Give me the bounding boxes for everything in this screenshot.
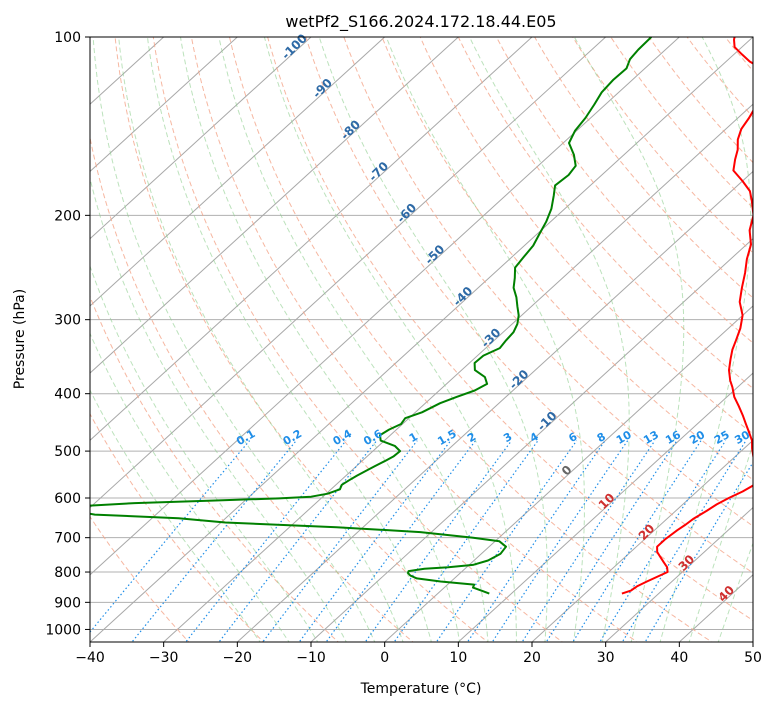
moist-adiabat-line	[717, 541, 753, 642]
mixing-ratio-line	[491, 440, 629, 642]
y-tick-label: 100	[54, 30, 81, 46]
isotherm-line	[383, 305, 753, 642]
isotherm-line	[90, 37, 753, 642]
moist-adiabat-line	[180, 37, 461, 642]
moist-adiabat-line	[688, 442, 753, 642]
dry-adiabat-line	[534, 37, 753, 299]
isotherm-line	[604, 506, 753, 642]
mixing-ratio-line	[364, 440, 512, 642]
y-tick-label: 600	[54, 491, 81, 507]
dewpoint-line	[90, 37, 652, 595]
y-tick-label: 800	[54, 565, 81, 581]
chart-title: wetPf2_S166.2024.172.18.44.E05	[285, 12, 556, 32]
moist-adiabat-line	[118, 37, 404, 642]
y-tick-label: 500	[54, 444, 81, 460]
x-tick-label: 0	[380, 650, 389, 666]
moist-adiabat-line	[90, 332, 290, 642]
moist-adiabat-line	[385, 37, 585, 642]
x-tick-label: −30	[149, 650, 179, 666]
isotherm-line	[162, 103, 753, 642]
isotherm-line	[752, 641, 753, 642]
dry-adiabat-line	[190, 37, 638, 642]
mixing-ratio-line	[572, 440, 702, 642]
mixing-ratio-line	[621, 440, 747, 642]
moist-adiabat-line	[573, 37, 685, 642]
mixing-ratio-line	[521, 440, 656, 642]
dry-adiabat-line	[228, 37, 713, 642]
profile-series	[90, 37, 753, 595]
y-tick-label: 1000	[45, 622, 81, 638]
x-tick-label: 30	[597, 650, 615, 666]
dry-adiabat-line	[419, 37, 753, 435]
mixing-ratio-line	[185, 440, 347, 642]
dry-adiabats	[90, 37, 753, 642]
moist-adiabat-line	[659, 37, 752, 642]
mixing-ratio-line	[218, 440, 378, 642]
plot-frame	[89, 36, 754, 643]
x-tick-label: −20	[223, 650, 253, 666]
dry-adiabat-line	[267, 37, 753, 622]
moist-adiabats	[90, 37, 753, 642]
y-axis-label: Pressure (hPa)	[12, 289, 28, 389]
dry-adiabat-line	[90, 412, 265, 642]
y-tick-label: 300	[54, 313, 81, 329]
mixing-ratio-line	[393, 440, 539, 642]
mixing-ratio-line	[545, 440, 678, 642]
isotherm-line	[90, 37, 533, 442]
moist-adiabat-line	[147, 37, 432, 642]
temperature-line	[621, 37, 753, 595]
y-tick-label: 700	[54, 531, 81, 547]
x-tick-label: −40	[75, 650, 105, 666]
dry-adiabat-line	[90, 135, 414, 642]
dry-adiabat-line	[343, 37, 753, 527]
x-tick-label: 40	[670, 650, 688, 666]
mixing-ratio-line	[466, 440, 606, 642]
isotherm-line	[90, 37, 386, 307]
y-tick-label: 200	[54, 208, 81, 224]
y-tick-label: 900	[54, 595, 81, 611]
x-axis-label: Temperature (°C)	[360, 681, 482, 697]
moist-adiabat-line	[218, 37, 489, 642]
mixing-ratio-line	[644, 461, 753, 642]
y-tick-label: 400	[54, 387, 81, 403]
mixing-ratio-line	[599, 440, 727, 642]
moist-adiabat-line	[263, 37, 517, 642]
x-tick-label: −10	[296, 650, 326, 666]
mixing-ratio-lines	[90, 440, 753, 642]
x-tick-label: 20	[523, 650, 541, 666]
dry-adiabat-line	[114, 37, 489, 642]
x-tick-label: 50	[744, 650, 762, 666]
dry-adiabat-line	[495, 37, 753, 344]
isotherm-line	[310, 237, 753, 642]
isotherm-line	[90, 37, 239, 173]
isotherm-line	[236, 170, 753, 642]
moist-adiabat-line	[90, 176, 347, 642]
moist-adiabat-line	[90, 389, 261, 642]
axes: −40 −30 −20 −10 0 10 20 30 40 50 100 200 300 400 500 60…	[45, 30, 762, 666]
moist-adiabat-line	[469, 37, 630, 642]
isotherm-line	[90, 37, 312, 240]
isotherm-line	[531, 439, 753, 642]
isotherm-line	[90, 37, 460, 374]
isotherm-line	[90, 37, 681, 576]
dry-adiabat-line	[90, 515, 190, 642]
moist-adiabat-line	[318, 37, 548, 642]
mixing-ratio-line	[262, 440, 418, 642]
x-tick-label: 10	[449, 650, 467, 666]
isotherm-line	[90, 37, 607, 509]
moist-adiabat-line	[92, 37, 376, 642]
